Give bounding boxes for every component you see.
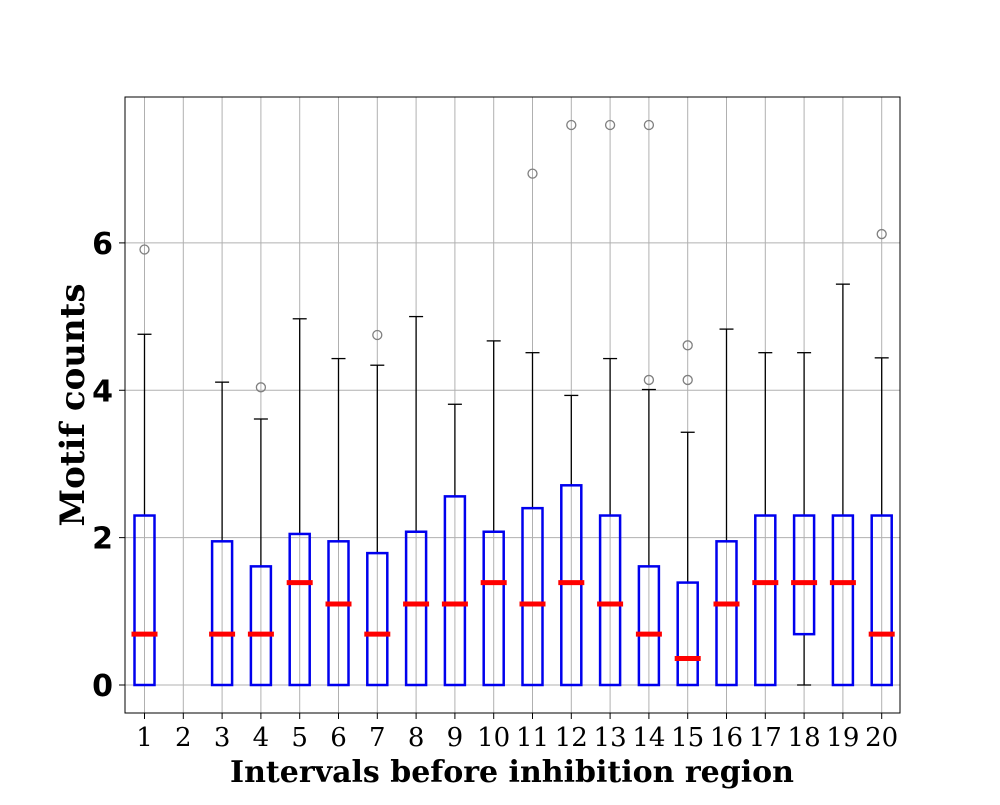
box-iqr — [327, 540, 350, 687]
box-iqr — [133, 514, 156, 687]
x-tick-label: 14 — [632, 723, 665, 753]
x-tick-label: 16 — [710, 723, 743, 753]
box-1 — [131, 244, 158, 687]
box-15 — [674, 340, 701, 687]
x-tick-label: 13 — [594, 723, 627, 753]
box-iqr — [366, 551, 389, 687]
outlier-point — [643, 374, 655, 386]
outlier-point — [876, 228, 887, 240]
y-tick-label: 2 — [92, 522, 113, 557]
outlier-point — [604, 119, 616, 131]
box-19 — [829, 283, 856, 687]
box-iqr — [404, 530, 428, 687]
box-iqr — [598, 514, 622, 687]
box-iqr — [288, 532, 311, 687]
box-iqr — [637, 565, 661, 687]
box-iqr — [754, 514, 777, 687]
box-iqr — [521, 506, 544, 687]
box-4 — [247, 382, 274, 687]
box-iqr — [482, 530, 505, 687]
outlier-point — [139, 244, 150, 255]
box-3 — [209, 381, 236, 687]
box-12 — [558, 119, 585, 687]
y-tick-label: 0 — [92, 669, 113, 704]
y-tick-label: 6 — [92, 227, 113, 262]
y-tick-label: 4 — [92, 374, 113, 409]
x-tick-label: 15 — [671, 723, 704, 753]
box-17 — [752, 352, 779, 687]
outlier-point — [643, 119, 655, 131]
x-tick-label: 4 — [253, 723, 270, 753]
box-18 — [791, 352, 818, 686]
outlier-point — [372, 329, 383, 341]
x-tick-label: 7 — [369, 723, 386, 753]
x-tick-label: 9 — [447, 723, 464, 753]
box-11 — [519, 168, 546, 687]
boxes — [131, 119, 895, 687]
outlier-point — [255, 382, 267, 393]
box-20 — [868, 228, 895, 687]
box-9 — [441, 403, 468, 687]
x-tick-label: 1 — [136, 723, 153, 753]
x-tick-label: 20 — [865, 723, 898, 753]
box-13 — [597, 119, 624, 687]
box-iqr — [210, 540, 234, 687]
outlier-point — [682, 340, 693, 351]
x-tick-label: 6 — [330, 723, 347, 753]
box-iqr — [831, 514, 855, 687]
outlier-point — [682, 374, 693, 386]
y-axis-label: Motif counts — [53, 283, 93, 526]
box-6 — [325, 357, 352, 687]
box-iqr — [560, 484, 583, 687]
x-tick-label: 3 — [214, 723, 231, 753]
box-8 — [403, 315, 430, 687]
x-tick-label: 11 — [516, 723, 549, 753]
box-iqr — [870, 514, 893, 687]
box-5 — [286, 318, 313, 687]
outlier-point — [566, 119, 577, 131]
box-14 — [635, 119, 662, 687]
box-iqr — [249, 565, 273, 687]
plot-frame — [124, 96, 901, 714]
x-tick-label: 18 — [788, 723, 821, 753]
x-tick-label: 19 — [826, 723, 859, 753]
x-tick-label: 10 — [477, 723, 510, 753]
x-tick-label: 17 — [749, 723, 782, 753]
box-10 — [480, 340, 507, 687]
box-iqr — [676, 581, 699, 687]
outlier-point — [527, 168, 538, 179]
box-iqr — [792, 514, 816, 636]
x-tick-label: 12 — [555, 723, 588, 753]
box-iqr — [443, 495, 467, 687]
plot-background — [125, 97, 900, 713]
box-iqr — [715, 540, 738, 687]
box-16 — [713, 328, 740, 687]
x-tick-label: 8 — [408, 723, 425, 753]
x-tick-label: 2 — [175, 723, 192, 753]
box-7 — [364, 329, 391, 687]
x-axis-label: Intervals before inhibition region — [230, 755, 794, 790]
x-tick-label: 5 — [291, 723, 308, 753]
